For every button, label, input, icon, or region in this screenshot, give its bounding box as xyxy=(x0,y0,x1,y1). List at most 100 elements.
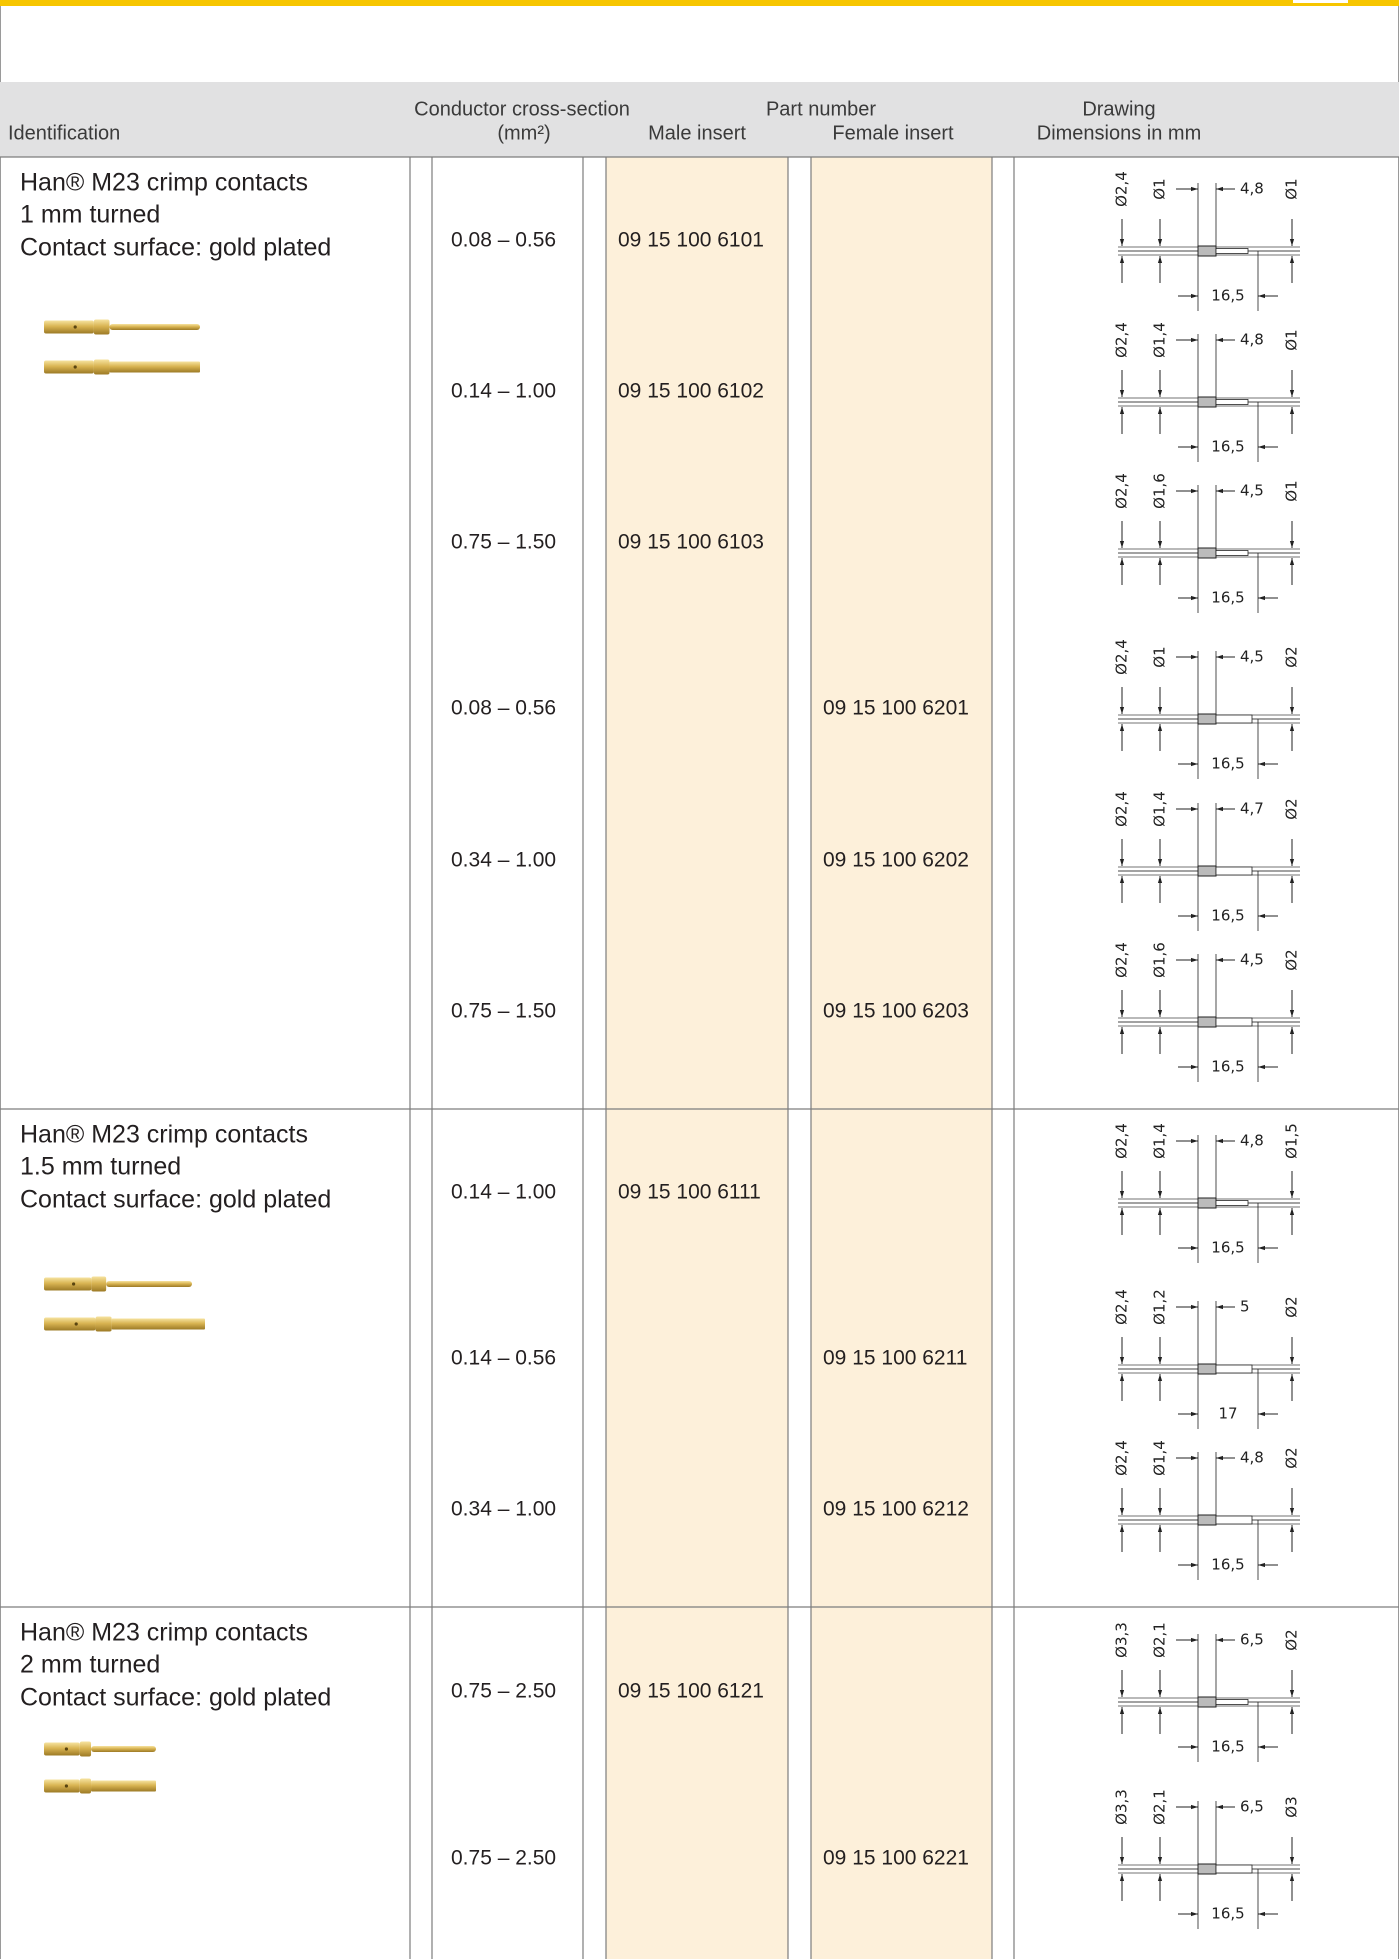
dimension-label: 4,8 xyxy=(1240,1132,1264,1150)
dimension-label: Ø2,4 xyxy=(1113,942,1131,978)
crimp-barrel xyxy=(44,1277,92,1291)
tip-outline xyxy=(1215,1364,1253,1374)
group-surface: Contact surface: gold plated xyxy=(20,234,331,262)
tip-outline xyxy=(1215,550,1249,556)
cross-section: 0.14 – 0.56 xyxy=(451,1347,556,1370)
dimension-label: Ø2,1 xyxy=(1151,1622,1169,1658)
collar-outline xyxy=(1197,245,1217,257)
dimension-label: Ø3,3 xyxy=(1113,1789,1131,1825)
collar-outline xyxy=(1197,1514,1217,1526)
contact-photo xyxy=(44,319,200,335)
female-column xyxy=(811,157,992,1959)
dimension-drawing: Ø2,4 Ø1,4 Ø2 4,8 16,5 xyxy=(1113,1440,1301,1580)
collar-outline xyxy=(1197,713,1217,725)
dimension-label: Ø1,6 xyxy=(1151,473,1169,509)
female-part-number: 09 15 100 6211 xyxy=(823,1347,967,1370)
tip-outline xyxy=(1215,1017,1253,1027)
dimension-drawing: Ø2,4 Ø1 Ø2 4,5 16,5 xyxy=(1113,639,1301,779)
dimension-label: Ø2,4 xyxy=(1113,322,1131,358)
top-tab xyxy=(1293,0,1348,3)
dimension-label: Ø1,4 xyxy=(1151,322,1169,358)
dimension-label: Ø1 xyxy=(1283,480,1301,501)
dimension-label: 4,5 xyxy=(1240,482,1264,500)
crimp-barrel xyxy=(44,1779,80,1793)
tip-outline xyxy=(1215,866,1253,876)
tip-outline xyxy=(1215,399,1249,405)
tip-outline xyxy=(1215,248,1249,254)
collar-outline xyxy=(1197,1863,1217,1875)
dimension-drawing: Ø2,4 Ø1,6 Ø1 4,5 16,5 xyxy=(1113,473,1301,613)
collar-outline xyxy=(1197,1197,1217,1209)
cross-section: 0.08 – 0.56 xyxy=(451,697,556,720)
male-column xyxy=(606,157,788,1959)
dimension-label: Ø1,5 xyxy=(1283,1123,1301,1159)
header-conductor: Conductor cross-section xyxy=(414,98,630,120)
female-part-number: 09 15 100 6202 xyxy=(823,849,969,872)
dimension-drawing: Ø2,4 Ø1,4 Ø1,5 4,8 16,5 xyxy=(1113,1123,1301,1263)
cross-section: 0.75 – 1.50 xyxy=(451,531,556,554)
group-title: Han® M23 crimp contacts xyxy=(20,1619,308,1647)
crimp-barrel xyxy=(44,1317,96,1331)
dimension-label: Ø1,4 xyxy=(1151,1123,1169,1159)
collar xyxy=(91,1276,107,1292)
collar xyxy=(79,1778,92,1794)
dimension-drawing: Ø2,4 Ø1,4 Ø1 4,8 16,5 xyxy=(1113,322,1301,462)
dimension-label: Ø1,4 xyxy=(1151,1440,1169,1476)
dimension-label: 16,5 xyxy=(1211,1239,1244,1257)
dimension-label: 16,5 xyxy=(1211,1556,1244,1574)
socket xyxy=(109,361,200,373)
top-bar xyxy=(0,0,1399,6)
pin-tip xyxy=(106,1281,192,1287)
group-size: 2 mm turned xyxy=(20,1651,160,1679)
header-identification: Identification xyxy=(8,122,120,144)
dimension-label: Ø1 xyxy=(1283,178,1301,199)
inspection-hole xyxy=(72,1282,76,1286)
dimension-label: Ø1,4 xyxy=(1151,791,1169,827)
dimension-label: Ø2,4 xyxy=(1113,1289,1131,1325)
dimension-label: 6,5 xyxy=(1240,1631,1264,1649)
dimension-label: Ø2,4 xyxy=(1113,639,1131,675)
male-part-number: 09 15 100 6111 xyxy=(618,1181,761,1204)
dimension-drawing: Ø2,4 Ø1,6 Ø2 4,5 16,5 xyxy=(1113,942,1301,1082)
dimension-label: Ø2 xyxy=(1283,1629,1301,1650)
dimension-label: Ø2 xyxy=(1283,1296,1301,1317)
tip-outline xyxy=(1215,1515,1253,1525)
header-part-number: Part number xyxy=(766,98,876,120)
inspection-hole xyxy=(64,1747,68,1751)
group-surface: Contact surface: gold plated xyxy=(20,1684,331,1712)
dimension-label: 4,8 xyxy=(1240,331,1264,349)
inspection-hole xyxy=(64,1784,68,1788)
female-part-number: 09 15 100 6221 xyxy=(823,1847,969,1870)
collar-outline xyxy=(1197,1016,1217,1028)
group-size: 1.5 mm turned xyxy=(20,1153,181,1181)
dimension-label: 4,7 xyxy=(1240,800,1264,818)
dimension-label: Ø2,4 xyxy=(1113,171,1131,207)
group-size: 1 mm turned xyxy=(20,201,160,229)
socket xyxy=(91,1780,156,1792)
crimp-barrel xyxy=(44,320,94,334)
group-title: Han® M23 crimp contacts xyxy=(20,169,308,197)
group-title: Han® M23 crimp contacts xyxy=(20,1121,308,1149)
dimension-label: Ø1,2 xyxy=(1151,1289,1169,1325)
dimension-label: 16,5 xyxy=(1211,1905,1244,1923)
header-conductor-unit: (mm²) xyxy=(497,122,550,144)
collar-outline xyxy=(1197,1696,1217,1708)
dimension-drawing: Ø2,4 Ø1,4 Ø2 4,7 16,5 xyxy=(1113,791,1301,931)
group-surface: Contact surface: gold plated xyxy=(20,1186,331,1214)
collar-outline xyxy=(1197,547,1217,559)
dimension-label: Ø1 xyxy=(1151,178,1169,199)
cross-section: 0.14 – 1.00 xyxy=(451,1181,556,1204)
dimension-drawing: Ø3,3 Ø2,1 Ø3 6,5 16,5 xyxy=(1113,1789,1301,1929)
dimension-label: Ø1,6 xyxy=(1151,942,1169,978)
dimension-label: Ø3 xyxy=(1283,1796,1301,1817)
dimension-label: Ø2 xyxy=(1283,1447,1301,1468)
male-part-number: 09 15 100 6102 xyxy=(618,380,764,403)
collar xyxy=(93,359,110,375)
dimension-drawing: Ø3,3 Ø2,1 Ø2 6,5 16,5 xyxy=(1113,1622,1301,1762)
tip-outline xyxy=(1215,714,1253,724)
contact-photo xyxy=(44,1741,156,1757)
header-female: Female insert xyxy=(832,122,954,144)
inspection-hole xyxy=(73,325,77,329)
